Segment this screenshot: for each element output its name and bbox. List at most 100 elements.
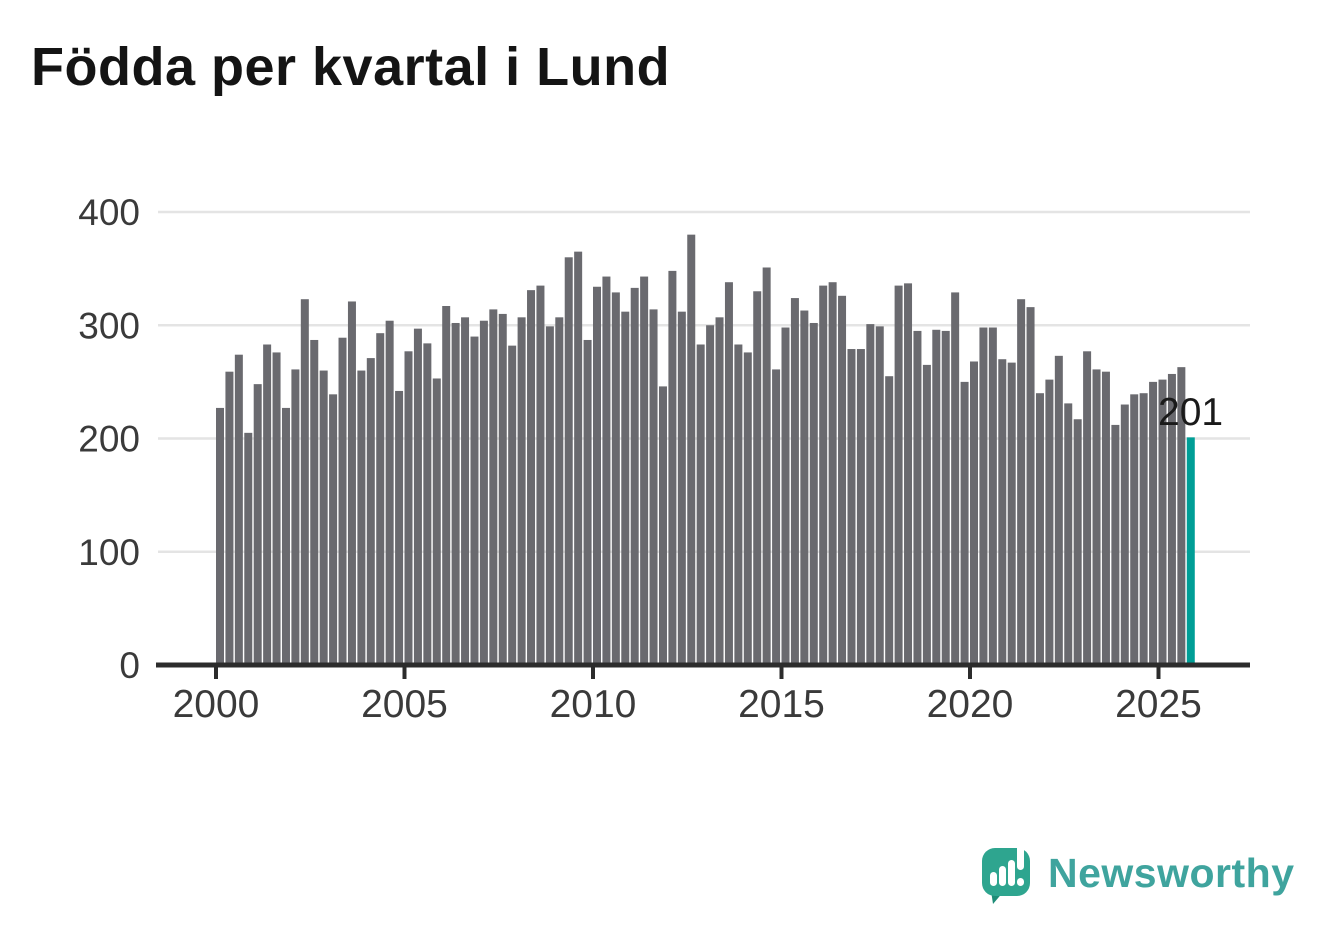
bar [677,311,686,665]
bar [922,364,931,665]
logo-bar-1 [990,872,997,886]
bar [696,344,705,665]
newsworthy-logo-icon [982,844,1030,904]
bar [630,287,639,665]
bar [329,394,338,665]
bar [988,327,997,665]
bar [234,354,243,665]
bar [970,361,978,665]
bar [1026,307,1035,665]
bar [404,351,413,665]
bar [442,306,451,665]
bar [1054,355,1063,665]
logo-exclamation-stem [1017,844,1024,870]
bar [385,320,394,665]
y-tick-label-200: 200 [78,419,140,460]
y-tick-label-100: 100 [78,532,140,573]
bar-chart: 0 100 200 300 400 2000 2005 2010 2015 2020 2025 [0,180,1322,760]
bar [1083,351,1092,665]
bar [253,384,262,665]
bar [432,378,441,665]
bar [847,349,856,665]
bar [395,390,404,665]
bar [593,286,601,665]
bar [856,349,865,665]
bar [790,298,799,665]
bar-chart-canvas: 0 100 200 300 400 2000 2005 2010 2015 2020 2025 [78,192,1250,726]
bar [1101,371,1110,665]
bar [263,344,272,665]
bar [536,285,545,665]
bar [932,329,941,665]
bar [1149,381,1158,666]
bar [781,327,790,665]
logo-exclamation-dot [1017,878,1024,886]
bar [1073,419,1082,665]
bar [875,326,884,665]
newsworthy-logo: Newsworthy [980,840,1295,906]
bar [743,352,752,665]
bar [951,292,960,665]
bar [1017,299,1026,665]
bar [998,359,1007,665]
bar [706,325,715,665]
logo-bar-3 [1008,860,1015,886]
bar [347,301,356,665]
chart-title: Födda per kvartal i Lund [31,37,671,97]
bar [904,283,913,665]
bar [376,333,385,665]
bar [272,352,281,665]
bar [715,317,724,665]
bar [894,285,903,665]
bar [838,295,847,665]
bar [413,328,422,665]
y-tick-label-300: 300 [78,305,140,346]
bar [555,317,564,665]
bar [658,386,667,665]
bar [1120,404,1129,665]
bar [338,337,347,665]
bar [941,330,950,665]
bar [809,322,818,665]
bar [913,330,922,665]
bar [1167,373,1176,665]
bar-highlighted [1186,437,1195,665]
bar [574,251,583,665]
bar [640,276,649,665]
bar [602,276,611,665]
bar [451,322,460,665]
bar [762,267,771,665]
bar [281,407,290,665]
bar [423,343,432,665]
bar [611,292,620,665]
bar [772,369,781,665]
bar [489,309,498,665]
bar [366,358,375,665]
x-tick-label-2020: 2020 [927,683,1014,726]
bar [828,282,837,665]
logo-bar-2 [999,866,1006,886]
bar [527,290,536,665]
bar [1007,362,1016,665]
bar [479,320,488,665]
bar [300,299,309,665]
bar [216,407,224,665]
x-tick-label-2015: 2015 [738,683,825,726]
bar [1092,369,1101,665]
bar [979,327,988,665]
bar [1064,403,1073,665]
bar [1045,379,1054,665]
bar [461,317,470,665]
bar [621,311,630,665]
bar [1035,393,1044,665]
bar [310,339,319,665]
bar [508,345,517,665]
bar [545,326,554,665]
y-tick-label-400: 400 [78,192,140,233]
last-bar-value-label: 201 [1158,391,1224,434]
bar [564,257,573,665]
x-tick-label-2010: 2010 [550,683,637,726]
bar [498,313,507,665]
bar [866,324,875,665]
